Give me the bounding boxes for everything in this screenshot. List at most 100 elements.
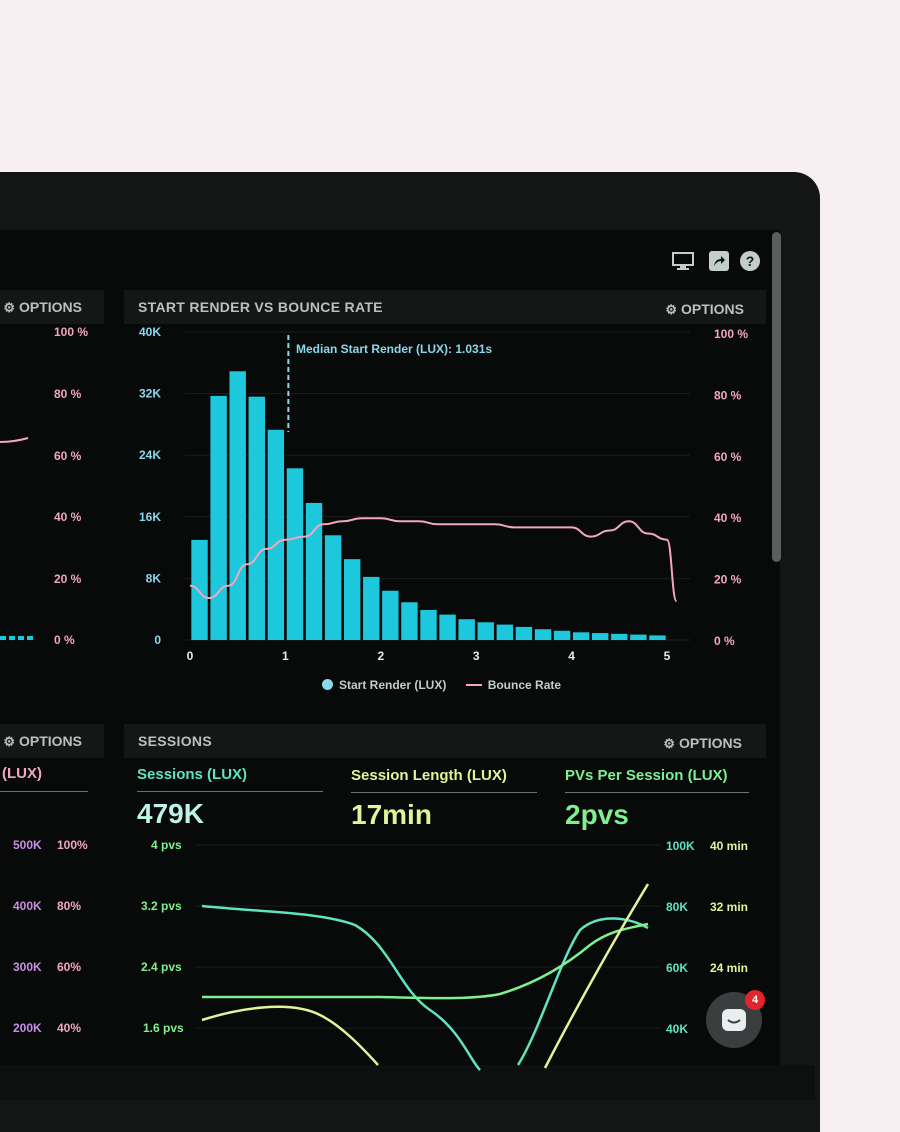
axis-tick: 8K — [146, 571, 162, 585]
bar — [286, 468, 304, 640]
gear-icon: ⚙ — [665, 302, 677, 317]
axis-tick: 40K — [666, 1022, 689, 1036]
bar — [496, 624, 514, 640]
bar — [401, 602, 418, 640]
axis-tick: 300K — [13, 960, 42, 974]
axis-tick: 3.2 pvs — [141, 899, 182, 913]
axis-tick: 200K — [13, 1021, 42, 1035]
bar — [267, 429, 285, 640]
stat-value-session-length: 17min — [351, 799, 432, 830]
axis-tick: 24K — [139, 448, 161, 462]
line-icon — [465, 684, 482, 686]
left-bottom-rule — [0, 791, 88, 792]
axis-tick: 24 min — [710, 961, 749, 975]
axis-tick: 20 % — [54, 572, 82, 586]
x-axis-tick: 1 — [282, 649, 289, 663]
axis-tick: 80K — [666, 900, 689, 914]
options-button[interactable]: ⚙ OPTIONS — [665, 301, 744, 317]
axis-tick: 4 pvs — [151, 838, 182, 852]
sessions-line-rise — [516, 917, 649, 1066]
bar — [611, 633, 628, 640]
left-panel-top-header: ⚙ OPTIONS — [0, 290, 104, 324]
x-axis-tick: 4 — [568, 649, 575, 663]
help-icon[interactable]: ? — [739, 250, 761, 272]
bar — [210, 395, 227, 640]
stat-rule — [137, 791, 323, 792]
gear-icon: ⚙ — [663, 736, 675, 751]
axis-tick: 16K — [139, 510, 161, 524]
bar — [229, 371, 246, 640]
monitor-icon[interactable] — [672, 250, 694, 272]
left-panel-bottom-header: ⚙ OPTIONS — [0, 724, 104, 758]
axis-tick: 80 % — [714, 388, 742, 402]
chart-legend: Start Render (LUX) Bounce Rate — [322, 678, 561, 692]
sessions-chart — [195, 844, 660, 1071]
bar — [439, 614, 456, 640]
axis-tick: 400K — [13, 899, 42, 913]
axis-tick: 60 % — [714, 450, 742, 464]
stat-value-sessions: 479K — [137, 798, 204, 829]
left-panel-bottom-options[interactable]: ⚙ OPTIONS — [3, 733, 82, 749]
start-render-panel-header: START RENDER VS BOUNCE RATE ⚙ OPTIONS — [124, 290, 766, 324]
scrollbar-thumb[interactable] — [772, 232, 781, 562]
bar — [343, 559, 361, 640]
axis-tick: 60% — [57, 960, 82, 974]
axis-tick: 100K — [666, 839, 695, 853]
axis-tick: 60K — [666, 961, 689, 975]
circle-icon — [322, 679, 333, 690]
axis-tick: 100% — [57, 838, 88, 852]
panel-title: SESSIONS — [138, 733, 212, 749]
pvs-line — [202, 922, 649, 1000]
panel-title: START RENDER VS BOUNCE RATE — [138, 299, 383, 315]
notification-badge: 4 — [745, 990, 765, 1010]
sessions-line — [201, 904, 481, 1071]
axis-tick: 20 % — [714, 573, 742, 587]
axis-tick: 1.6 pvs — [143, 1021, 184, 1035]
axis-tick: 32 min — [710, 900, 749, 914]
x-axis-tick: 3 — [473, 649, 480, 663]
axis-tick: 40 min — [710, 839, 749, 853]
axis-tick: 0 % — [714, 634, 735, 648]
legend-item-bounce-rate[interactable]: Bounce Rate — [465, 678, 561, 692]
gear-icon: ⚙ — [3, 734, 15, 749]
axis-tick: 2.4 pvs — [141, 960, 182, 974]
bar — [477, 622, 494, 640]
stat-label-sessions: Sessions (LUX) — [137, 766, 248, 783]
axis-tick: 80% — [57, 899, 82, 913]
bar — [305, 502, 323, 640]
bar — [363, 576, 380, 640]
dashboard-screen — [0, 230, 780, 1065]
axis-tick: 60 % — [54, 449, 82, 463]
stat-value-pvs: 2pvs — [565, 799, 629, 830]
share-icon[interactable] — [708, 250, 730, 272]
bar — [649, 635, 666, 640]
left-panel-top-options[interactable]: ⚙ OPTIONS — [3, 299, 82, 315]
stat-label-pvs: PVs Per Session (LUX) — [565, 767, 728, 784]
axis-tick: 100 % — [714, 327, 748, 341]
axis-tick: 100 % — [54, 325, 89, 339]
x-axis-tick: 5 — [664, 649, 671, 663]
axis-tick: 500K — [13, 838, 42, 852]
axis-tick: 40 % — [54, 510, 82, 524]
left-bottom-heading: (LUX) — [2, 765, 42, 782]
bar — [324, 535, 342, 640]
sessions-panel-header: SESSIONS ⚙ OPTIONS — [124, 724, 766, 758]
laptop-chin — [0, 1065, 815, 1100]
axis-tick: 0 % — [54, 633, 75, 647]
stat-label-session-length: Session Length (LUX) — [351, 767, 507, 784]
axis-tick: 32K — [139, 387, 161, 401]
bar — [458, 619, 475, 640]
legend-item-start-render[interactable]: Start Render (LUX) — [322, 678, 446, 692]
bar — [553, 630, 571, 640]
x-axis-tick: 0 — [187, 649, 194, 663]
axis-tick: 40K — [139, 325, 161, 339]
bar — [534, 629, 552, 640]
bounce-rate-line — [189, 517, 678, 603]
axis-tick: 80 % — [54, 387, 82, 401]
stat-rule — [565, 792, 749, 793]
options-button[interactable]: ⚙ OPTIONS — [663, 735, 742, 751]
bar — [382, 590, 399, 640]
bar — [630, 634, 647, 640]
x-axis-tick: 2 — [377, 649, 384, 663]
bar — [248, 396, 265, 640]
